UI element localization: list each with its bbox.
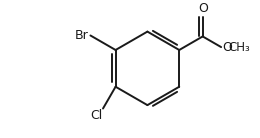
Text: O: O bbox=[198, 2, 208, 15]
Text: O: O bbox=[222, 41, 232, 54]
Text: Cl: Cl bbox=[90, 109, 102, 123]
Text: CH₃: CH₃ bbox=[229, 41, 251, 54]
Text: Br: Br bbox=[75, 29, 88, 42]
